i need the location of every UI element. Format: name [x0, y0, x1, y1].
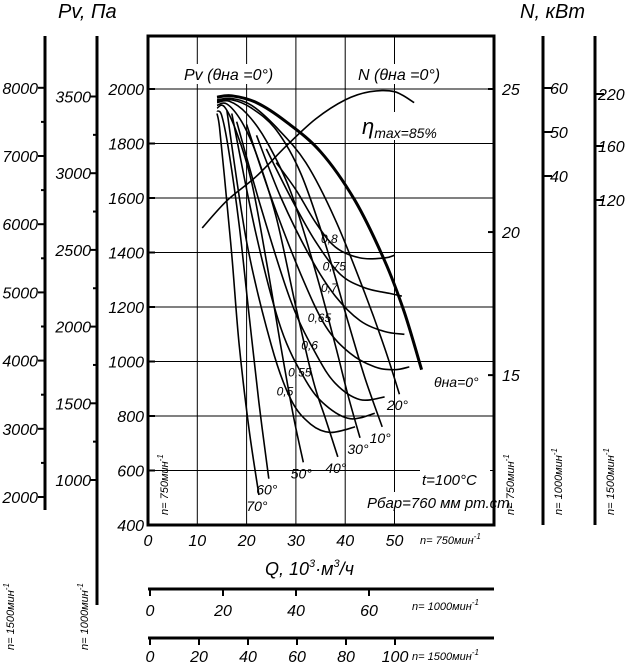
series-curve: [216, 102, 339, 458]
y-tick-label: 1000: [108, 355, 144, 372]
power-1500-tick-label: 120: [598, 193, 625, 210]
pressure-750-label: n= 750мин-1: [156, 454, 171, 515]
series-label: 50°: [291, 465, 313, 481]
pressure-1500-tick-label: 8000: [2, 81, 38, 98]
series-label: 0,75: [323, 259, 347, 273]
series-label: 60°: [256, 482, 278, 498]
series-curve: [216, 104, 305, 463]
series-label: 0,65: [308, 311, 332, 325]
eta-max-label: ηmax=85%: [362, 114, 437, 141]
title-left: Pv, Па: [58, 1, 117, 23]
curves: 20° 10°30°40° 50° 60°70° 0,8 0,75 0,7 0,65 0,6 0,…: [201, 89, 424, 514]
flow-1500-label: n= 1500мин-1: [412, 648, 479, 663]
x-tick-label: 30: [287, 533, 305, 550]
pressure-1000-tick-label: 2000: [54, 320, 91, 337]
pressure-1000-tick-label: 1000: [55, 473, 91, 490]
pressure-1000-tick-label: 2500: [54, 243, 91, 260]
power-1000-label: n= 1000мин-1: [550, 448, 565, 515]
flow-1500-tick-label: 100: [382, 649, 409, 665]
flow-1000-tick-label: 60: [360, 603, 378, 620]
series-label: 70°: [246, 498, 268, 514]
y-tick-label: 600: [117, 464, 144, 481]
x-axis-750-label: n= 750мин-1: [420, 532, 481, 547]
pressure-1000-tick-label: 1500: [55, 396, 91, 413]
pressure-1500-tick-label: 5000: [2, 285, 38, 302]
power-1000-tick-label: 40: [550, 169, 568, 186]
flow-1500-tick-label: 40: [239, 649, 257, 665]
power-750-tick-label: 25: [501, 82, 520, 99]
power-750-tick-label: 20: [501, 225, 520, 242]
series-curve: [231, 113, 376, 420]
pressure-1500-label: n= 1500мин-1: [2, 583, 17, 650]
title-right: N, кВт: [520, 1, 585, 23]
series-label: 0,5: [277, 385, 294, 399]
flow-1500-tick-label: 60: [288, 649, 306, 665]
flow-1500-tick-label: 20: [189, 649, 208, 665]
y-tick-label: 1200: [108, 300, 144, 317]
y-tick-label: 1400: [108, 246, 144, 263]
flow-1500-tick-label: 80: [337, 649, 355, 665]
series-label: 20°: [386, 397, 409, 413]
pressure-note: Pбар=760 мм рт.ст.: [367, 495, 514, 512]
y-tick-label: 400: [117, 518, 144, 535]
y-tick-label: 2000: [107, 82, 144, 99]
pressure-1000-tick-label: 3500: [55, 90, 91, 107]
flow-1000-label: n= 1000мин-1: [412, 598, 479, 613]
labels: Pv, Па N, кВт Q, 103·м3/ч n= 750мин-1 n=…: [2, 1, 617, 663]
series-curve: [265, 148, 403, 297]
series-label: 10°: [370, 430, 392, 446]
power-1500-tick-label: 160: [598, 139, 625, 156]
n-curve-label: N (θна =0°): [358, 67, 440, 84]
pressure-1000-label: n= 1000мин-1: [76, 583, 91, 650]
y-tick-label: 1600: [108, 191, 144, 208]
series-curve: [201, 89, 415, 229]
x-tick-label: 0: [144, 533, 153, 550]
series-curve: [216, 97, 401, 395]
series-curve: [216, 99, 361, 439]
flow-1000-tick-label: 20: [213, 603, 232, 620]
power-1500-tick-label: 220: [597, 87, 625, 104]
power-750-label: n= 750мин-1: [502, 454, 517, 515]
flow-1500-tick-label: 0: [146, 649, 155, 665]
power-1000-tick-label: 50: [550, 125, 568, 142]
flow-1000-tick-label: 0: [146, 603, 155, 620]
series-curve: [216, 113, 260, 496]
temperature-note: t=100°C: [422, 472, 477, 489]
pressure-1500-tick-label: 6000: [2, 217, 38, 234]
pressure-1000-tick-label: 3000: [55, 166, 91, 183]
series-label: 30°: [347, 441, 369, 457]
power-1000-tick-label: 60: [550, 81, 568, 98]
series-curve: [245, 124, 410, 371]
series-curve: [255, 135, 405, 336]
pressure-1500-tick-label: 2000: [1, 490, 38, 507]
series-label: 0,6: [301, 338, 318, 352]
pressure-1500-tick-label: 4000: [2, 354, 38, 371]
y-tick-label: 1800: [108, 137, 144, 154]
series-curve: [275, 162, 395, 260]
y-tick-label: 800: [117, 409, 144, 426]
series-label: 40°: [325, 460, 347, 476]
pressure-1500-tick-label: 7000: [2, 149, 38, 166]
x-tick-label: 20: [237, 533, 256, 550]
power-1500-label: n= 1500мин-1: [602, 448, 617, 515]
pressure-1500-tick-label: 3000: [2, 422, 38, 439]
series-curve: [235, 121, 385, 402]
power-750-tick-label: 15: [502, 368, 520, 385]
theta0-label: θна=0°: [434, 374, 479, 390]
x-tick-label: 50: [386, 533, 404, 550]
x-axis-label: Q, 103·м3/ч: [265, 558, 354, 579]
x-tick-label: 10: [188, 533, 206, 550]
series-label: 0,7: [321, 281, 339, 295]
series-label: 0,8: [321, 232, 338, 246]
x-tick-label: 40: [336, 533, 354, 550]
series-curve: [216, 110, 270, 479]
series-label: 0,55: [288, 366, 312, 380]
auxiliary-scales: 1520254050601201602201000150020002500300…: [1, 36, 625, 665]
series-curve: [226, 110, 356, 434]
pv-curve-label: Pv (θна =0°): [184, 67, 273, 84]
flow-1000-tick-label: 40: [287, 603, 305, 620]
